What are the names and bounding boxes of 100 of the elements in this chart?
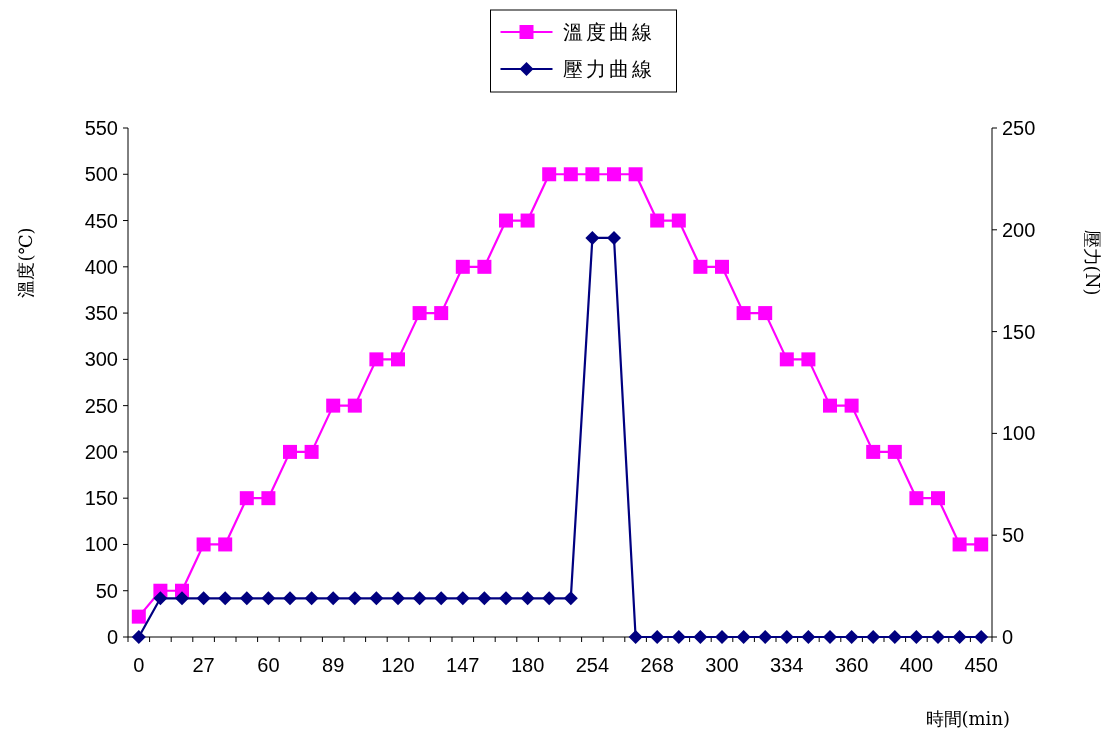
legend-label: 溫度曲線 xyxy=(562,20,655,44)
point xyxy=(153,591,168,606)
y2-tick-label: 150 xyxy=(1002,320,1036,343)
y-tick-label: 550 xyxy=(84,117,118,139)
point xyxy=(909,630,924,644)
point xyxy=(131,630,146,644)
point xyxy=(434,591,449,606)
y-tick-label: 0 xyxy=(106,626,118,648)
point xyxy=(844,630,859,644)
point xyxy=(218,537,233,552)
legend-label: 壓力曲線 xyxy=(562,57,655,81)
point xyxy=(952,537,967,552)
x-tick-label: 300 xyxy=(705,654,739,676)
point xyxy=(715,259,729,274)
point xyxy=(931,491,945,506)
point xyxy=(477,591,492,606)
y-tick-label: 250 xyxy=(84,394,118,417)
point xyxy=(758,630,773,644)
point xyxy=(758,306,773,321)
x-tick-label: 147 xyxy=(446,654,480,676)
point xyxy=(585,230,600,245)
y-tick-label: 50 xyxy=(95,579,118,602)
y-tick-label: 450 xyxy=(84,209,118,232)
point xyxy=(693,630,708,644)
point xyxy=(974,630,989,644)
point xyxy=(261,491,276,506)
point xyxy=(239,491,254,506)
x-tick-label: 89 xyxy=(322,654,345,676)
x-tick-label: 0 xyxy=(133,654,145,676)
point xyxy=(887,630,902,644)
x-tick-label: 360 xyxy=(834,654,869,676)
point xyxy=(628,630,643,644)
x-tick-label: 180 xyxy=(510,654,545,676)
point xyxy=(952,630,967,644)
point xyxy=(369,352,384,367)
y2-axis-title: 壓力(N) xyxy=(1082,229,1103,296)
point xyxy=(671,630,686,644)
point xyxy=(887,444,902,459)
x-axis-title: 時間(min) xyxy=(925,708,1010,729)
point xyxy=(175,591,189,606)
point xyxy=(563,591,578,606)
point xyxy=(304,591,319,606)
x-tick-label: 334 xyxy=(770,654,804,676)
x-tick-label: 400 xyxy=(899,654,934,676)
y-tick-label: 100 xyxy=(84,533,118,556)
point xyxy=(650,630,665,644)
y-axis-title: 溫度(℃) xyxy=(15,227,36,298)
x-tick-label: 120 xyxy=(381,654,415,676)
y-tick-label: 300 xyxy=(84,348,118,371)
y-tick-label: 500 xyxy=(84,163,118,186)
point xyxy=(563,167,578,182)
y2-tick-label: 50 xyxy=(1002,524,1025,547)
point xyxy=(434,306,449,321)
point xyxy=(628,167,643,182)
point xyxy=(801,352,816,367)
point xyxy=(391,591,405,606)
point xyxy=(196,537,211,552)
point xyxy=(931,630,945,644)
y2-tick-label: 100 xyxy=(1002,422,1036,445)
x-tick-label: 60 xyxy=(257,654,280,676)
point xyxy=(391,352,405,367)
point xyxy=(347,591,362,606)
point xyxy=(283,591,297,606)
point xyxy=(736,630,751,644)
point xyxy=(326,398,341,413)
point xyxy=(693,259,708,274)
point xyxy=(736,306,751,321)
point xyxy=(823,630,837,644)
point xyxy=(520,591,535,606)
point xyxy=(283,444,297,459)
point xyxy=(369,591,384,606)
point xyxy=(520,213,535,228)
point xyxy=(499,591,513,606)
point xyxy=(455,591,470,606)
point xyxy=(412,591,427,606)
point xyxy=(499,213,513,228)
point xyxy=(909,491,924,506)
point xyxy=(347,398,362,413)
point xyxy=(607,230,621,245)
point xyxy=(974,537,989,552)
point xyxy=(218,591,233,606)
point xyxy=(455,259,470,274)
y-tick-label: 350 xyxy=(84,302,118,325)
x-tick-label: 450 xyxy=(964,654,998,676)
point xyxy=(412,306,427,321)
point xyxy=(196,591,211,606)
y-tick-label: 150 xyxy=(84,487,118,510)
point xyxy=(866,630,881,644)
point xyxy=(844,398,859,413)
point xyxy=(542,591,557,606)
point xyxy=(823,398,837,413)
point xyxy=(650,213,665,228)
x-tick-label: 254 xyxy=(575,654,610,676)
point xyxy=(542,167,557,182)
x-tick-label: 268 xyxy=(640,654,674,676)
y-tick-label: 200 xyxy=(84,440,118,463)
x-tick-label: 27 xyxy=(192,654,215,676)
point xyxy=(131,609,146,624)
y2-tick-label: 200 xyxy=(1002,218,1036,241)
point xyxy=(585,167,600,182)
